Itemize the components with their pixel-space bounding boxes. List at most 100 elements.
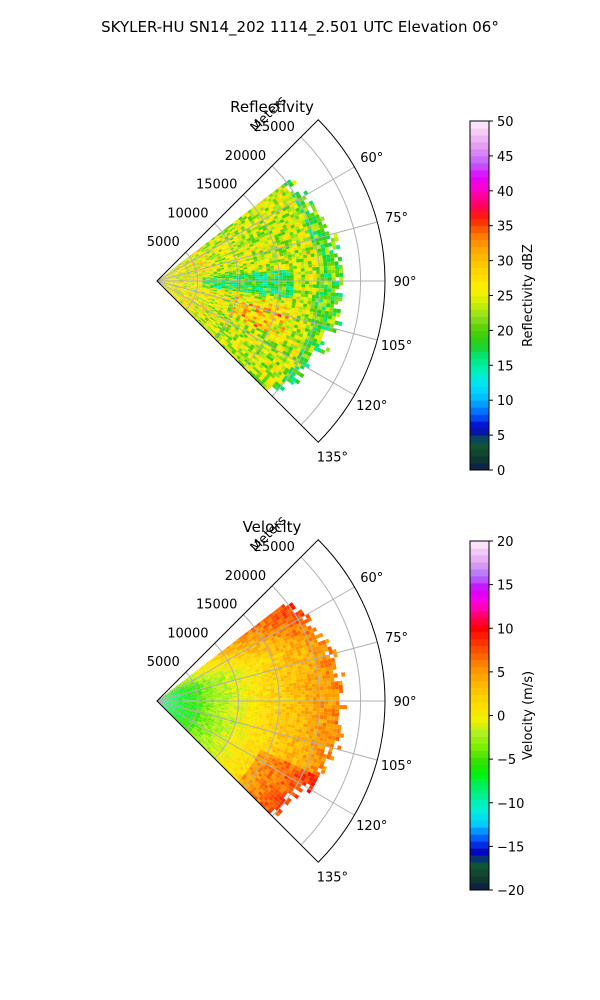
- heatmap-cell: [216, 304, 221, 308]
- heatmap-cell: [192, 722, 196, 726]
- heatmap-cell: [213, 677, 218, 681]
- heatmap-cell: [178, 716, 182, 720]
- heatmap-cell: [199, 262, 203, 265]
- heatmap-cell: [160, 283, 164, 286]
- heatmap-cell: [280, 360, 286, 366]
- heatmap-cell: [165, 288, 169, 292]
- heatmap-cell: [186, 285, 191, 287]
- heatmap-cell: [194, 261, 199, 265]
- heatmap-cell: [276, 213, 282, 218]
- heatmap-cell: [168, 697, 172, 699]
- heatmap-cell: [291, 340, 297, 346]
- heatmap-cell: [183, 284, 188, 286]
- heatmap-cell: [224, 335, 229, 340]
- heatmap-cell: [187, 309, 191, 313]
- colorbar-segment: [470, 225, 489, 234]
- heatmap-cell: [187, 728, 192, 732]
- heatmap-cell: [166, 287, 170, 290]
- heatmap-cell: [258, 714, 263, 718]
- colorbar-tick-label: 0: [497, 464, 505, 479]
- heatmap-cell: [284, 230, 290, 235]
- heatmap-cell: [262, 294, 267, 298]
- heatmap-cell: [288, 210, 294, 216]
- heatmap-cell: [307, 351, 312, 357]
- heatmap-cell: [230, 652, 235, 656]
- heatmap-cell: [218, 324, 223, 329]
- heatmap-cell: [247, 712, 252, 716]
- heatmap-cell: [212, 725, 217, 729]
- heatmap-cell: [176, 686, 180, 689]
- heatmap-cell: [174, 288, 178, 291]
- heatmap-cell: [167, 276, 172, 278]
- heatmap-cell: [238, 667, 243, 672]
- heatmap-cell: [239, 660, 244, 665]
- heatmap-cell: [291, 179, 298, 186]
- heatmap-cell: [276, 220, 281, 225]
- heatmap-cell: [299, 258, 304, 263]
- heatmap-cell: [226, 332, 231, 337]
- heatmap-cell: [172, 281, 176, 283]
- heatmap-cell: [331, 241, 336, 247]
- heatmap-cell: [247, 669, 252, 673]
- heatmap-cell: [169, 290, 173, 293]
- heatmap-cell: [177, 269, 182, 272]
- heatmap-cell: [198, 273, 203, 275]
- heatmap-cell: [202, 680, 207, 684]
- heatmap-cell: [240, 744, 245, 749]
- heatmap-cell: [164, 279, 169, 281]
- heatmap-cell: [218, 653, 223, 658]
- heatmap-cell: [209, 323, 214, 328]
- heatmap-cell: [274, 288, 279, 292]
- heatmap-cell: [255, 373, 261, 379]
- heatmap-cell: [249, 721, 254, 725]
- heatmap-cell: [251, 705, 256, 708]
- heatmap-cell: [293, 284, 298, 288]
- heatmap-cell: [252, 281, 256, 284]
- heatmap-cell: [190, 276, 195, 278]
- heatmap-cell: [281, 291, 286, 296]
- heatmap-cell: [174, 707, 179, 710]
- heatmap-cell: [179, 279, 184, 280]
- heatmap-cell: [216, 711, 221, 714]
- heatmap-cell: [217, 698, 222, 700]
- heatmap-cell: [192, 734, 197, 738]
- heatmap-cell: [173, 690, 178, 693]
- heatmap-cell: [225, 704, 230, 706]
- heatmap-cell: [254, 309, 260, 313]
- heatmap-cell: [236, 752, 241, 756]
- heatmap-cells: [157, 179, 344, 392]
- heatmap-cell: [301, 284, 306, 288]
- heatmap-cell: [232, 762, 237, 767]
- heatmap-cell: [178, 271, 183, 274]
- heatmap-cell: [181, 724, 185, 728]
- heatmap-cell: [214, 308, 219, 312]
- heatmap-cell: [294, 215, 300, 220]
- heatmap-cell: [284, 260, 289, 265]
- heatmap-cell: [227, 763, 232, 768]
- colorbar-tick-label: 25: [497, 290, 514, 305]
- colorbar-segment: [470, 176, 489, 185]
- heatmap-cell: [293, 311, 298, 316]
- heatmap-cell: [187, 697, 192, 699]
- heatmap-cell: [201, 258, 206, 262]
- heatmap-cell: [192, 256, 196, 260]
- heatmap-cell: [170, 693, 175, 696]
- heatmap-cell: [228, 322, 233, 327]
- heatmap-cell: [218, 744, 223, 749]
- heatmap-cell: [273, 193, 279, 199]
- heatmap-cell: [162, 705, 166, 709]
- heatmap-cell: [256, 378, 262, 384]
- heatmap-cell: [209, 287, 214, 290]
- heatmap-cell: [163, 276, 168, 278]
- heatmap-cell: [187, 279, 192, 281]
- heatmap-cell: [274, 278, 279, 281]
- heatmap-cell: [175, 282, 180, 283]
- heatmap-cell: [187, 282, 192, 284]
- heatmap-cell: [311, 298, 316, 302]
- heatmap-cell: [275, 373, 281, 379]
- heatmap-cell: [187, 704, 191, 706]
- heatmap-cell: [293, 324, 299, 329]
- heatmap-cell: [229, 748, 234, 752]
- heatmap-cell: [207, 681, 211, 684]
- heatmap-cell: [207, 682, 212, 685]
